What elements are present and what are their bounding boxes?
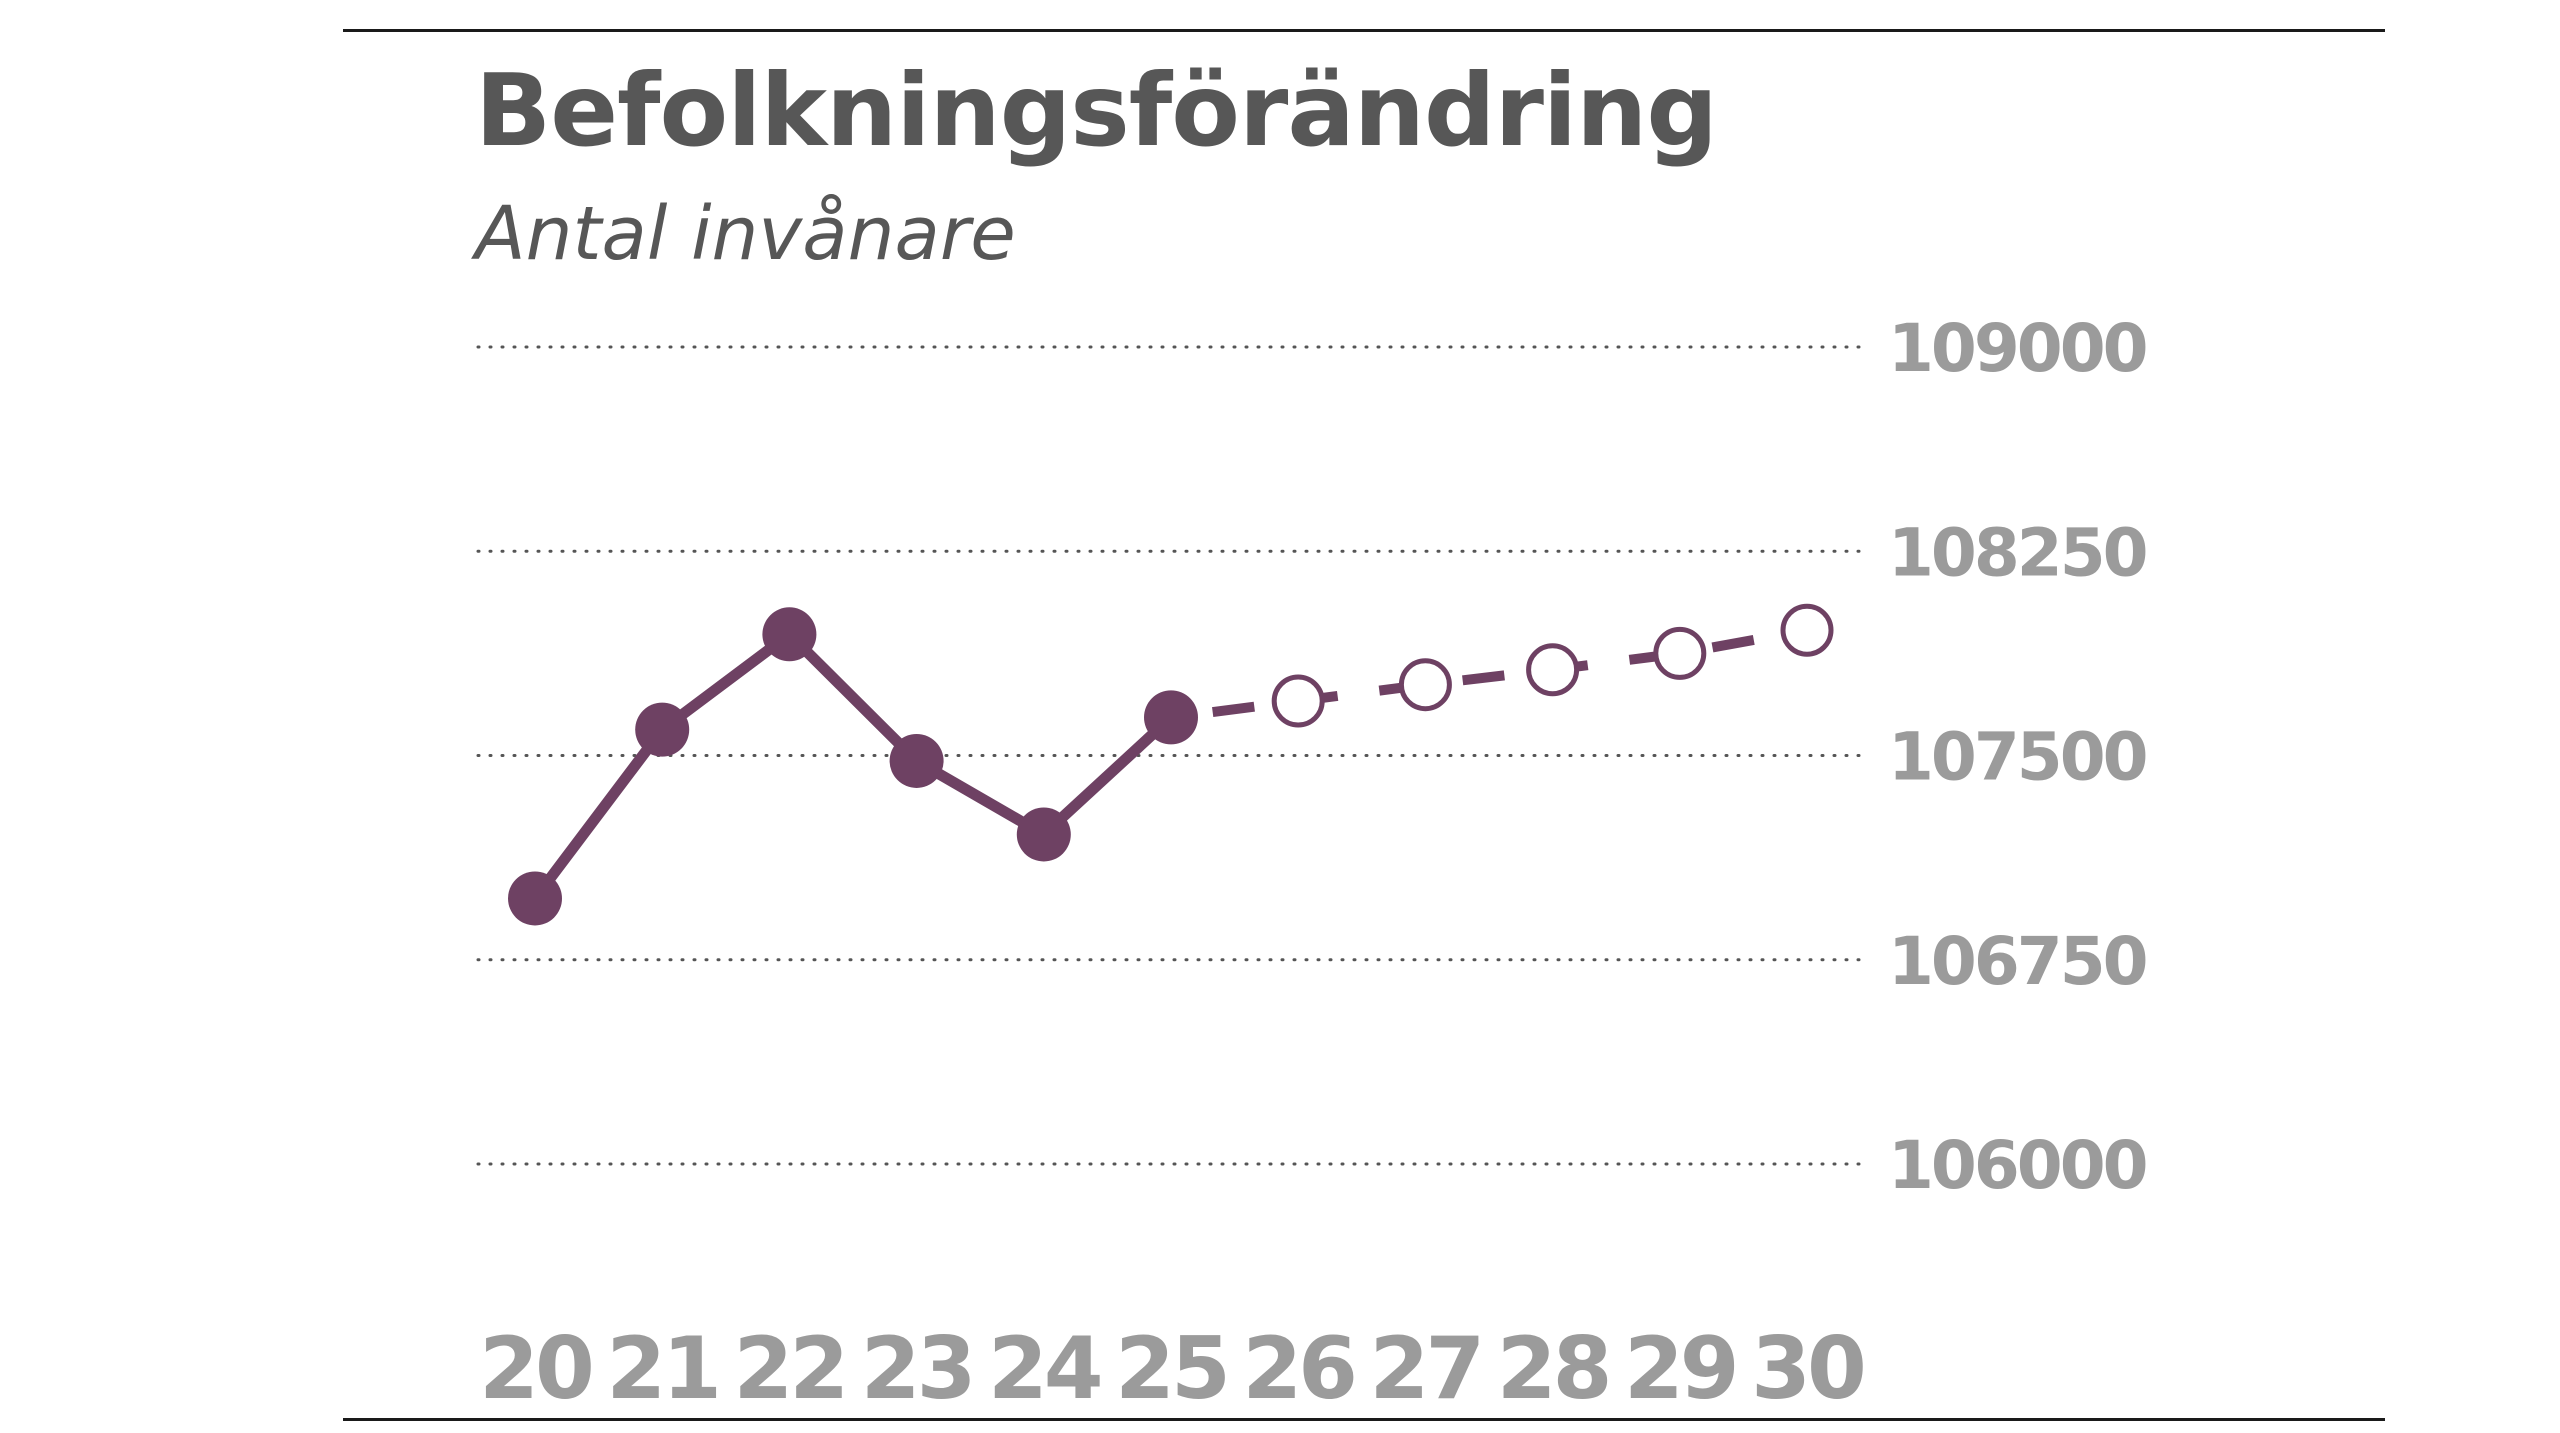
x-tick-label: 25 [1115,1319,1227,1419]
series-line-actual [529,628,1177,904]
x-axis: 20 21 22 23 24 25 26 27 28 29 30 [479,1319,1867,1419]
y-tick-label: 109000 [1888,310,2146,387]
data-point-actual [762,607,817,662]
series-lines [529,625,1808,904]
data-point-projection [1271,674,1325,728]
x-tick-label: 22 [734,1319,846,1419]
data-point-actual [508,871,562,926]
x-tick-label: 23 [861,1319,973,1419]
data-point-actual [1016,807,1071,862]
data-point-projection [1780,603,1834,657]
x-tick-label: 20 [479,1319,591,1419]
y-tick-label: 107500 [1888,719,2146,796]
data-point-actual [635,702,690,757]
data-point-actual [1144,690,1198,745]
chart-subtitle: Antal invånare [475,191,1016,277]
x-tick-label: 21 [606,1319,718,1419]
y-tick-label: 108250 [1888,514,2146,591]
series-markers [508,603,1834,926]
x-tick-label: 27 [1370,1319,1482,1419]
grid [476,345,1864,1166]
data-point-projection [1398,658,1452,712]
data-point-projection [1526,643,1580,697]
top-rule [343,29,2385,32]
y-tick-label: 106000 [1888,1127,2146,1204]
x-tick-label: 26 [1242,1319,1354,1419]
series-line-projection [1170,625,1808,723]
bottom-rule [343,1418,2385,1421]
data-point-projection [1653,626,1707,680]
x-tick-label: 28 [1497,1319,1609,1419]
chart-title: Befolkningsförändring [475,52,1718,169]
x-tick-label: 29 [1624,1319,1736,1419]
x-tick-label: 30 [1751,1319,1863,1419]
data-point-actual [889,733,944,788]
x-tick-label: 24 [988,1319,1100,1419]
y-tick-label: 106750 [1888,923,2146,1000]
y-axis: 109000 108250 107500 106750 106000 [1888,310,2149,1204]
